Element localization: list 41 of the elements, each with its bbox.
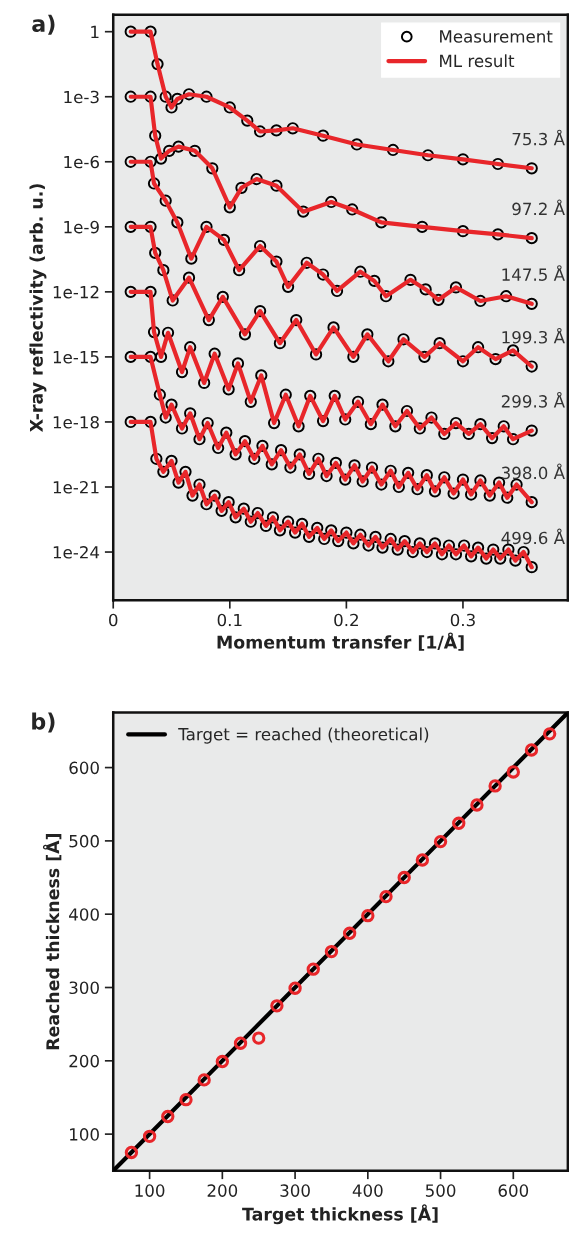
y-tick-label: 1e-6 (64, 155, 99, 169)
y-axis-title: Reached thickness [Å] (42, 834, 62, 1050)
y-tick-label: 1e-18 (53, 415, 99, 429)
x-tick-label: 200 (207, 1184, 238, 1197)
x-axis-title: Target thickness [Å] (242, 1204, 438, 1225)
y-tick-label: 1e-15 (53, 351, 99, 364)
y-tick-label: 200 (69, 1054, 99, 1068)
y-tick-label: 1 (91, 25, 99, 39)
annotation: 147.5 Å (502, 265, 565, 281)
annotation: 199.3 Å (502, 327, 565, 344)
x-tick-label: 100 (135, 1184, 165, 1197)
x-tick-label: 0.1 (217, 613, 242, 627)
annotation: 398.0 Å (501, 463, 565, 480)
annotation: 75.3 Å (512, 129, 565, 146)
x-tick-label: 0.2 (334, 613, 358, 627)
y-tick-label: 1e-21 (53, 480, 99, 494)
y-axis-title: X-ray reflectivity (arb. u.) (29, 184, 47, 432)
y-tick-label: 300 (69, 981, 99, 995)
legend-label: ML result (440, 54, 515, 68)
y-tick-label: 1e-12 (53, 285, 99, 299)
legend-label: Target = reached (theoretical) (178, 727, 429, 744)
annotation: 299.3 Å (501, 391, 565, 408)
y-tick-label: 600 (69, 761, 99, 775)
x-tick-label: 600 (498, 1184, 529, 1197)
chart-title: a) (32, 14, 55, 35)
y-tick-label: 1e-24 (53, 546, 100, 559)
x-tick-label: 400 (352, 1184, 383, 1197)
y-tick-label: 400 (69, 908, 99, 921)
x-tick-label: 500 (425, 1184, 456, 1197)
y-tick-label: 1e-9 (64, 220, 99, 234)
x-tick-label: 300 (280, 1184, 310, 1197)
chart-title: b) (32, 712, 55, 733)
legend-label: Measurement (440, 30, 553, 43)
y-tick-label: 100 (70, 1128, 99, 1141)
annotation: 499.6 Å (501, 528, 565, 545)
y-tick-label: 500 (69, 834, 99, 848)
annotation: 97.2 Å (512, 199, 565, 216)
x-axis-title: Momentum transfer [1/Å] (217, 632, 464, 651)
y-tick-label: 1e-3 (64, 90, 99, 104)
x-tick-label: 0.3 (450, 613, 475, 627)
x-tick-label: 0 (109, 613, 118, 627)
